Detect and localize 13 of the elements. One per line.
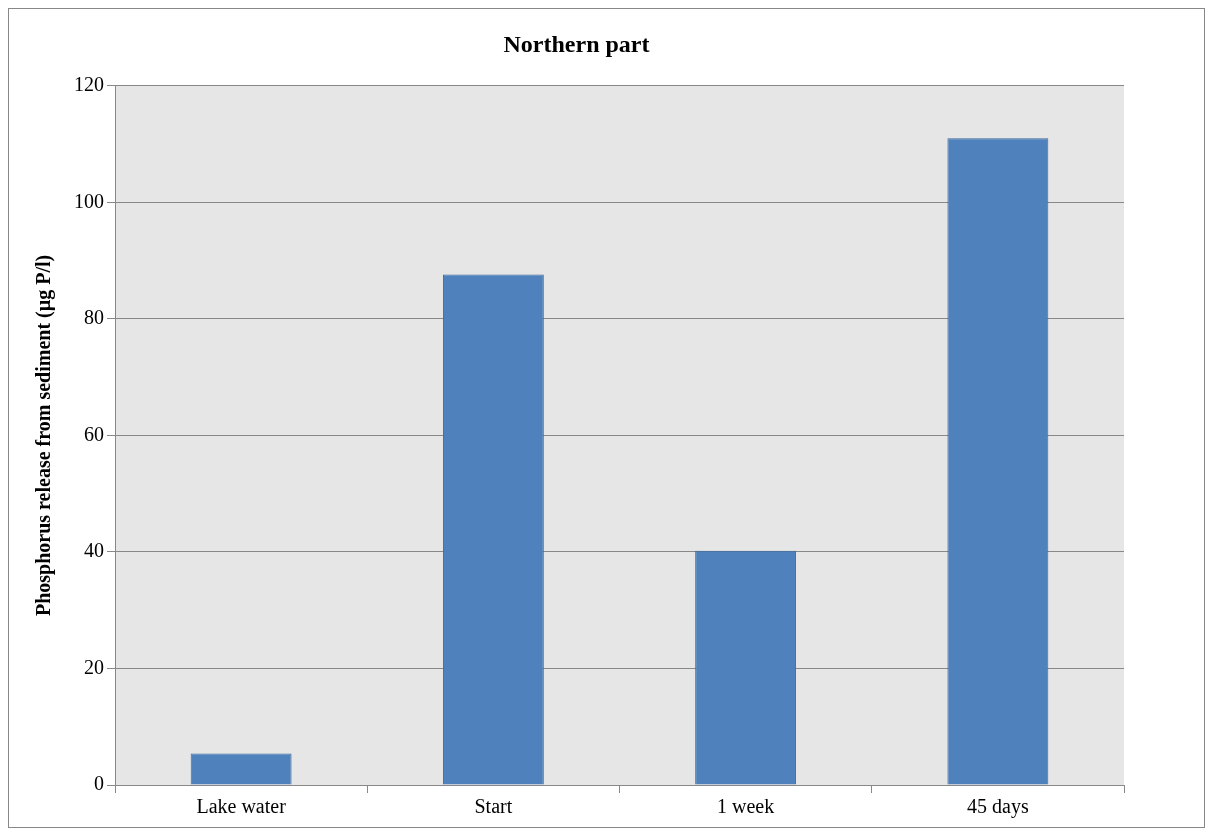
y-tick-label: 40 xyxy=(84,539,104,562)
y-tick-label: 20 xyxy=(84,655,104,678)
y-tick-label: 0 xyxy=(94,772,104,795)
y-tick-label: 120 xyxy=(74,73,104,96)
y-tick-label: 100 xyxy=(74,189,104,212)
x-tick-label: 45 days xyxy=(967,795,1029,819)
x-tick-label: 1 week xyxy=(717,795,775,818)
y-axis-title: Phosphorus release from sediment (µg P/l) xyxy=(32,254,56,617)
y-tick-label: 80 xyxy=(84,306,104,329)
y-tick-label: 60 xyxy=(84,422,104,445)
x-tick-label: Lake water xyxy=(196,795,287,818)
chart-title: Northern part xyxy=(503,30,650,57)
x-tick-label: Start xyxy=(474,795,513,818)
